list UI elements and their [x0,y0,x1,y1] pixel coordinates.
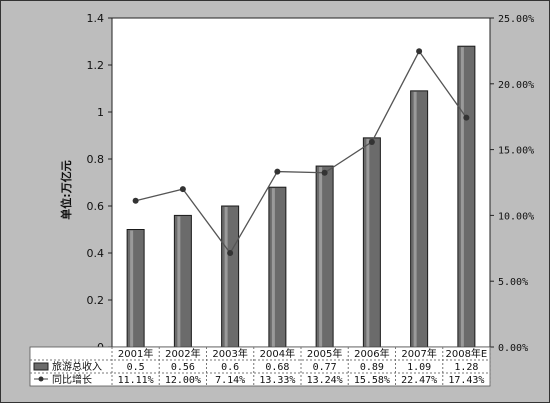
bar-data-label: 0.6 [221,362,239,373]
line-data-label: 13.33% [259,375,295,386]
line-point [416,48,423,55]
bar [221,205,240,348]
data-table: 2001年 2002年 2003年 2004年 2005年 2006年 2007年 2008年… [29,346,491,387]
y-tick-label: 1.2 [87,59,105,72]
line-data-label: 17.43% [448,375,484,386]
bar-highlight [177,216,181,347]
bar [268,186,287,348]
bar-highlight [460,47,464,347]
line-data-label: 22.47% [401,375,437,386]
bar-data-label: 1.28 [454,362,478,373]
legend-line-label: 同比增长 [52,373,92,386]
line-data-label: 13.24% [307,375,343,386]
bar-data-label: 1.09 [407,362,431,373]
y-tick-label: 0.4 [87,247,105,260]
bar [126,229,145,348]
y-tick-label: 0.2 [87,294,105,307]
bar-data-label: 0.68 [265,362,289,373]
y2-tick-label: 25.00% [498,14,534,25]
x-tick-label: 2001年 [118,347,153,360]
table-bg [29,346,491,387]
y-tick-label: 0.6 [87,200,105,213]
y2-tick-label: 0.00% [498,343,528,354]
line-point [227,250,234,257]
line-data-label: 15.58% [354,375,390,386]
line-data-label: 7.14% [215,375,245,386]
y2-tick-label: 15.00% [498,146,534,157]
x-tick-label: 2002年 [165,347,200,360]
bar [315,165,334,348]
bar [457,45,476,348]
line-point [179,186,186,193]
y-tick-label: 0.8 [87,153,105,166]
y2-tick-label: 10.00% [498,211,534,222]
bar-highlight [413,91,417,347]
bar-highlight [271,188,275,347]
bar-data-label: 0.56 [171,362,195,373]
growth-line [135,50,467,255]
x-tick-label: 2004年 [260,347,295,360]
x-tick-label: 2006年 [354,347,389,360]
bar-highlight [224,207,228,347]
bar-data-label: 0.89 [360,362,384,373]
bar [362,137,381,348]
line-point [321,169,328,176]
x-tick-label: 2007年 [401,347,436,360]
line-point [274,168,281,175]
legend-line-marker [38,376,44,382]
bar [410,90,429,348]
line-data-label: 12.00% [165,375,201,386]
x-tick-label: 2008年E [445,347,487,360]
bar [173,214,192,348]
plot-area [111,17,491,348]
y-axis-label: 单位:万亿元 [59,160,73,219]
bar-highlight [319,167,323,347]
y-axis: 00.20.40.60.811.21.4 [87,12,112,354]
x-tick-label: 2005年 [307,347,342,360]
line-point [368,138,375,145]
line-series [132,48,470,257]
y-tick-label: 1.4 [87,12,105,25]
line-point [463,114,470,121]
x-tick-label: 2003年 [212,347,247,360]
y2-tick-label: 20.00% [498,80,534,91]
legend-bar-swatch [33,362,49,371]
bar-data-label: 0.5 [127,362,145,373]
line-point [132,197,139,204]
y2-tick-label: 5.00% [498,277,528,288]
legend-bar-label: 旅游总收入 [52,360,102,373]
y2-axis: 0.00% 5.00% 10.00% 15.00% 20.00% 25.00% [490,14,534,354]
bar-series [126,45,476,348]
bar-highlight [366,138,370,347]
bar-data-label: 0.77 [313,362,337,373]
bar-highlight [130,230,134,347]
y-tick-label: 1 [97,106,104,119]
line-data-label: 11.11% [118,375,154,386]
